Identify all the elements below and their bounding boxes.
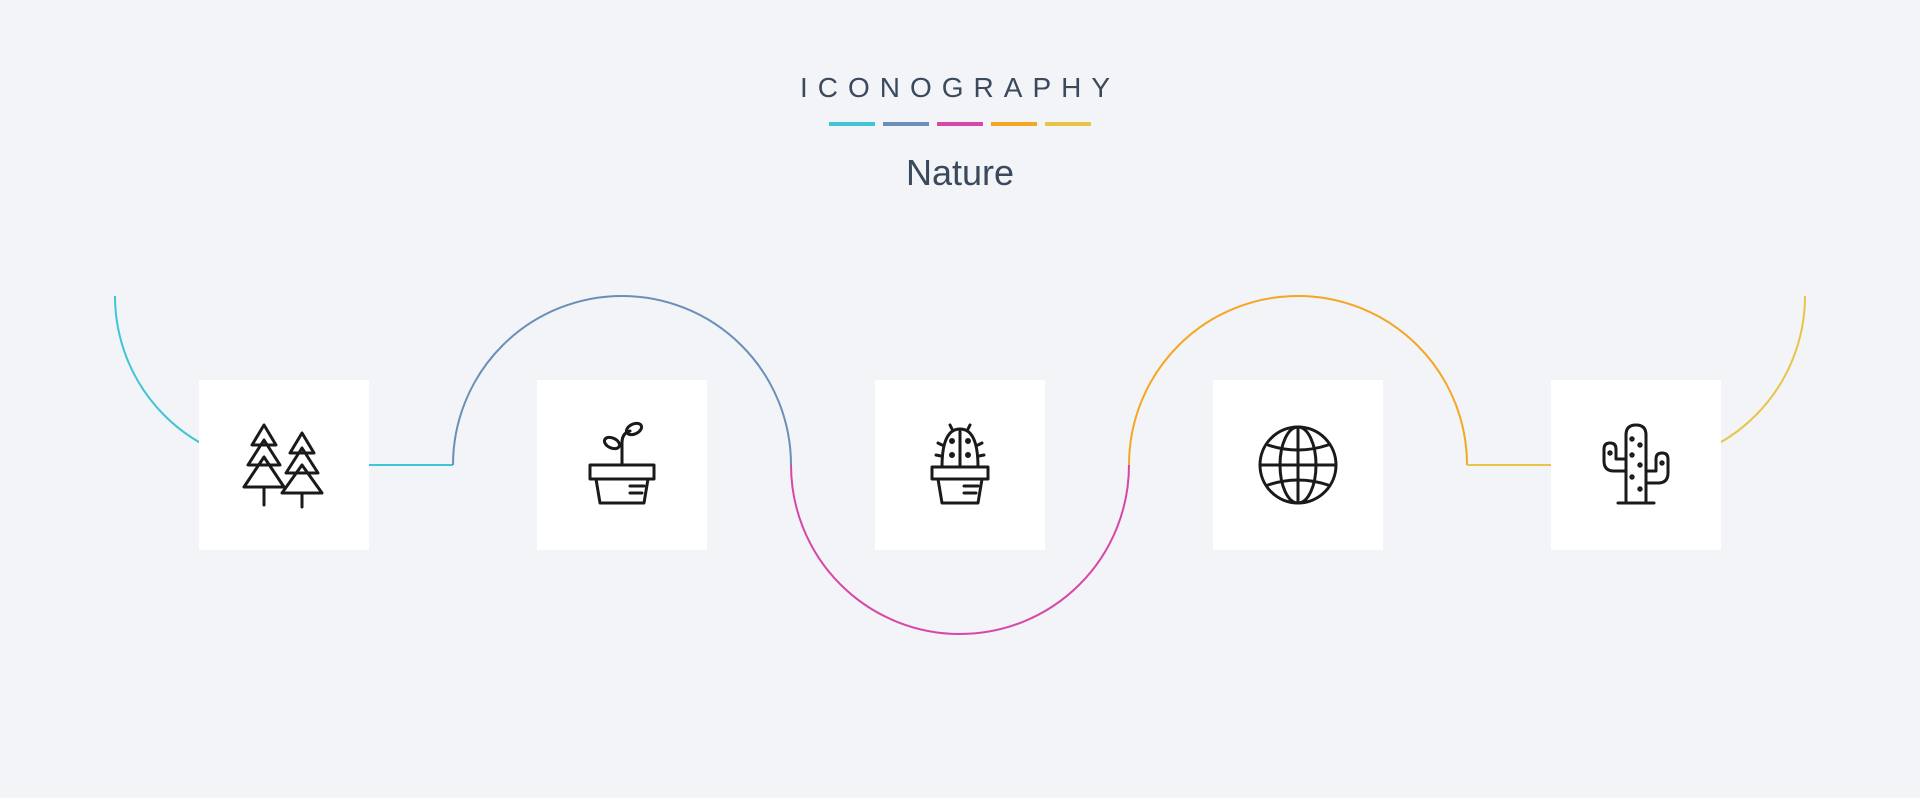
icon-card-cactus [1551, 380, 1721, 550]
icon-card-globe [1213, 380, 1383, 550]
icon-card-plant-pot [537, 380, 707, 550]
color-bars [0, 122, 1920, 126]
cactus-icon [1586, 415, 1686, 515]
cactus-pot-icon [910, 415, 1010, 515]
icons-row [0, 380, 1920, 550]
icon-card-trees [199, 380, 369, 550]
plant-pot-icon [572, 415, 672, 515]
color-bar-3 [937, 122, 983, 126]
color-bar-5 [1045, 122, 1091, 126]
color-bar-4 [991, 122, 1037, 126]
subtitle: Nature [0, 152, 1920, 194]
icon-card-cactus-pot [875, 380, 1045, 550]
color-bar-1 [829, 122, 875, 126]
header-title: ICONOGRAPHY [0, 72, 1920, 104]
globe-icon [1248, 415, 1348, 515]
header: ICONOGRAPHY Nature [0, 0, 1920, 194]
color-bar-2 [883, 122, 929, 126]
trees-icon [234, 415, 334, 515]
